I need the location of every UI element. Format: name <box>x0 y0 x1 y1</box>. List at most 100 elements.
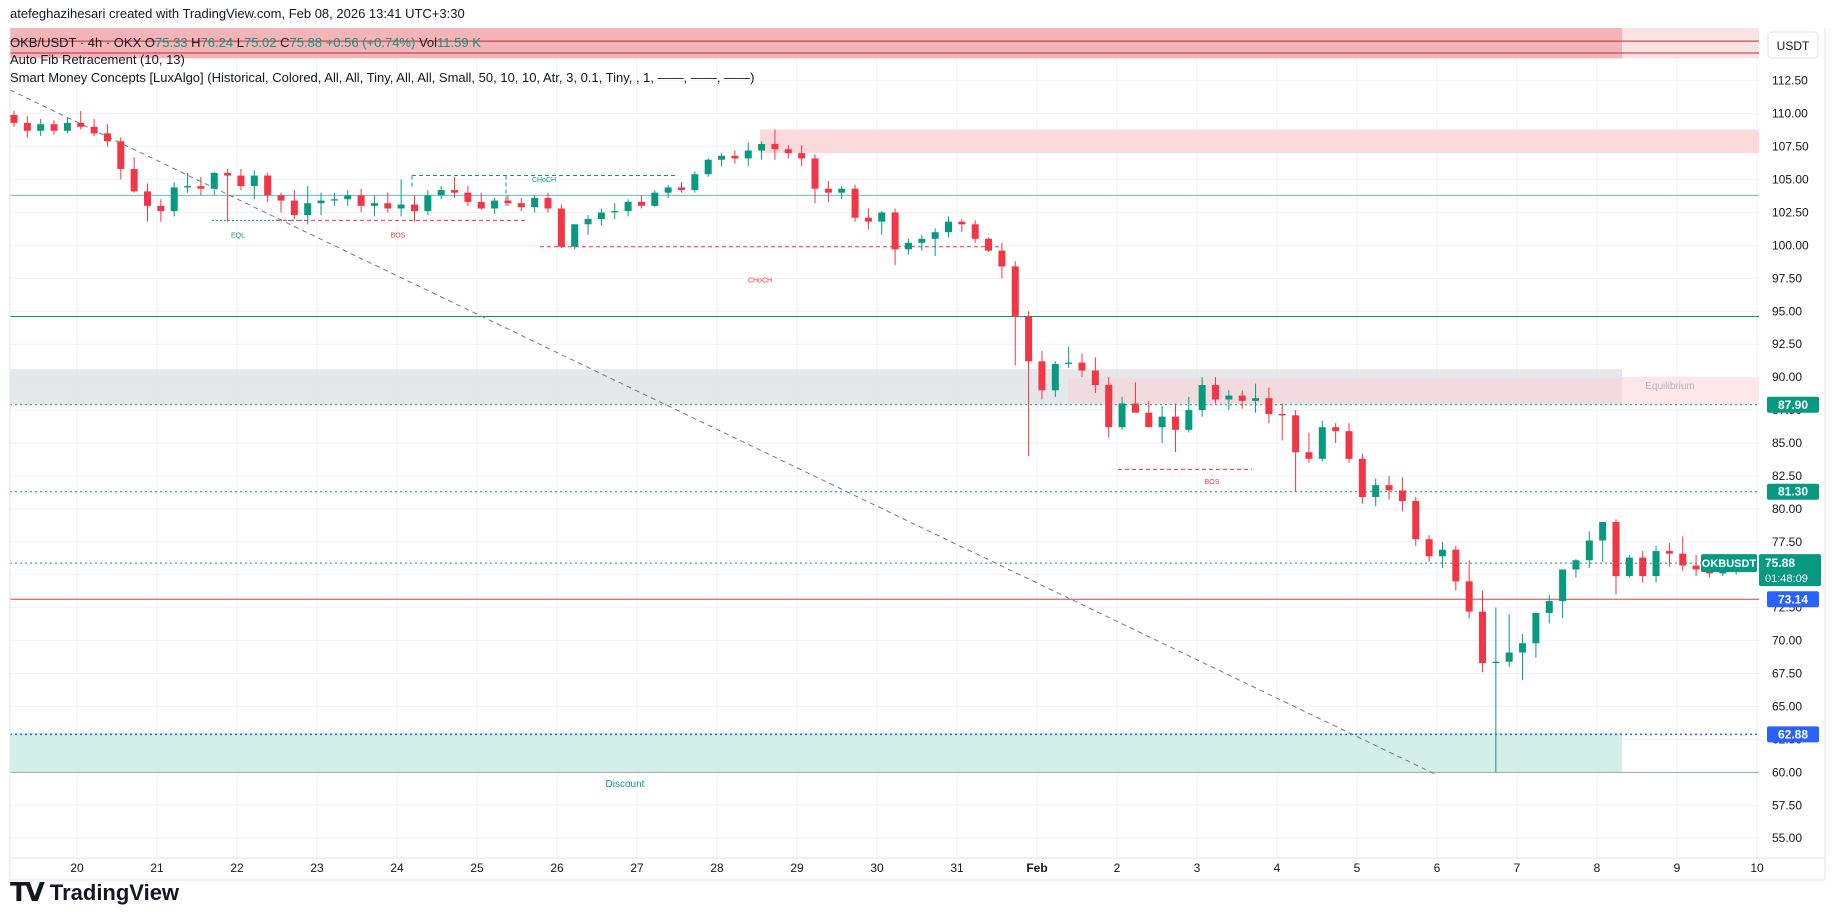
candle-body <box>1198 385 1206 411</box>
indicator-smc-legend[interactable]: Smart Money Concepts [LuxAlgo] (Historic… <box>10 70 755 85</box>
candle-body <box>998 250 1006 267</box>
time-tick-label: 29 <box>790 861 804 875</box>
candle-body <box>1278 414 1286 416</box>
candle-body <box>945 221 952 233</box>
candle-body <box>1252 398 1260 401</box>
candle-body <box>1171 416 1179 430</box>
annotation-label: CHoCH <box>532 177 556 184</box>
candle-body <box>90 126 98 134</box>
time-tick-label: 4 <box>1274 861 1281 875</box>
time-tick-label: 9 <box>1674 861 1681 875</box>
candle-body <box>784 149 792 154</box>
candle-body <box>1412 500 1420 540</box>
currency-label: USDT <box>1777 39 1810 53</box>
candle-body <box>798 153 806 159</box>
candle-body <box>1318 427 1326 459</box>
last-price-value: 75.88 <box>1765 556 1795 570</box>
candle-body <box>237 175 245 187</box>
candle-body <box>1425 539 1433 557</box>
symbol-legend[interactable]: OKB/USDT · 4h · OKX O75.33 H76.24 L75.02… <box>10 35 481 50</box>
candle-body <box>1145 412 1153 428</box>
candle-body <box>1492 661 1500 664</box>
candle-body <box>117 141 125 169</box>
price-tick-label: 70.00 <box>1772 634 1802 648</box>
candle-body <box>63 122 71 131</box>
candle-body <box>477 201 485 209</box>
price-tick-label: 107.50 <box>1772 140 1809 154</box>
candle-body <box>1479 611 1486 664</box>
candle-body <box>851 188 859 218</box>
candle-body <box>878 212 886 222</box>
candle-body <box>624 201 632 212</box>
price-tick-label: 97.50 <box>1772 271 1802 285</box>
candle-body <box>918 238 926 243</box>
candle-body <box>1625 557 1633 577</box>
candle-body <box>1465 581 1473 612</box>
candle-body <box>1665 551 1673 554</box>
candle-body <box>384 203 392 209</box>
price-tick-label: 110.00 <box>1772 107 1808 121</box>
candle-body <box>1025 316 1033 362</box>
price-tick-label: 105.00 <box>1772 173 1809 187</box>
equilibrium-zone-extension <box>1622 377 1759 405</box>
price-change: +0.56 (+0.74%) <box>325 35 416 50</box>
candle-body <box>1091 370 1099 386</box>
last-price-badge <box>1759 554 1821 587</box>
price-tick-label: 55.00 <box>1772 831 1802 845</box>
candle-body <box>1652 551 1660 577</box>
premium-zone-extension <box>1622 28 1759 59</box>
candle-body <box>651 192 659 206</box>
time-tick-label: 28 <box>710 861 724 875</box>
candle-body <box>985 238 993 251</box>
symbol-info[interactable]: OKB/USDT · 4h · OKX <box>10 35 142 50</box>
annotation-label: Discount <box>606 779 645 790</box>
candle-body <box>1332 427 1340 432</box>
candle-body <box>464 192 472 202</box>
candle-body <box>1532 612 1540 644</box>
bearish-order-block <box>1068 378 1622 404</box>
price-tick-label: 80.00 <box>1772 502 1802 516</box>
price-tick-label: 60.00 <box>1772 765 1802 779</box>
time-tick-label: 25 <box>470 861 484 875</box>
close-label: C <box>280 35 290 50</box>
candle-body <box>771 143 779 150</box>
candle-body <box>664 187 672 193</box>
price-tick-label: 57.50 <box>1772 798 1802 812</box>
candle-body <box>277 195 285 201</box>
symbol-price-tag <box>1701 554 1757 573</box>
candle-body <box>584 219 592 225</box>
candle-body <box>1545 601 1553 613</box>
candle-body <box>264 175 272 196</box>
time-tick-label: 20 <box>70 861 84 875</box>
time-tick-label: 6 <box>1434 861 1441 875</box>
candle-body <box>1599 522 1607 541</box>
candle-body <box>1292 415 1300 453</box>
currency-button[interactable] <box>1767 31 1819 59</box>
annotation-label: BOS <box>391 232 406 239</box>
candle-body <box>718 155 726 160</box>
candle-body <box>1692 565 1700 570</box>
candle-body <box>1131 403 1139 413</box>
tradingview-brand: TV TradingView <box>10 878 179 908</box>
candle-body <box>370 203 378 206</box>
candle-body <box>691 174 699 191</box>
time-tick-label: 24 <box>390 861 404 875</box>
candle-body <box>330 199 338 201</box>
candle-body <box>357 195 365 206</box>
candle-body <box>1438 549 1446 557</box>
candle-body <box>1038 361 1046 391</box>
candle-body <box>411 204 418 212</box>
candle-body <box>544 197 552 209</box>
annotation-label: EQL <box>231 232 245 239</box>
price-label-badge <box>1767 483 1819 500</box>
price-axis[interactable] <box>1759 28 1827 876</box>
candle-body <box>1385 485 1393 491</box>
indicator-fib-legend[interactable]: Auto Fib Retracement (10, 13) <box>10 52 185 67</box>
low-label: L <box>236 35 244 50</box>
candle-body <box>437 190 445 196</box>
candle-body <box>224 172 232 176</box>
candle-body <box>1452 549 1460 582</box>
time-tick-label: 26 <box>550 861 564 875</box>
time-tick-label: 21 <box>150 861 164 875</box>
